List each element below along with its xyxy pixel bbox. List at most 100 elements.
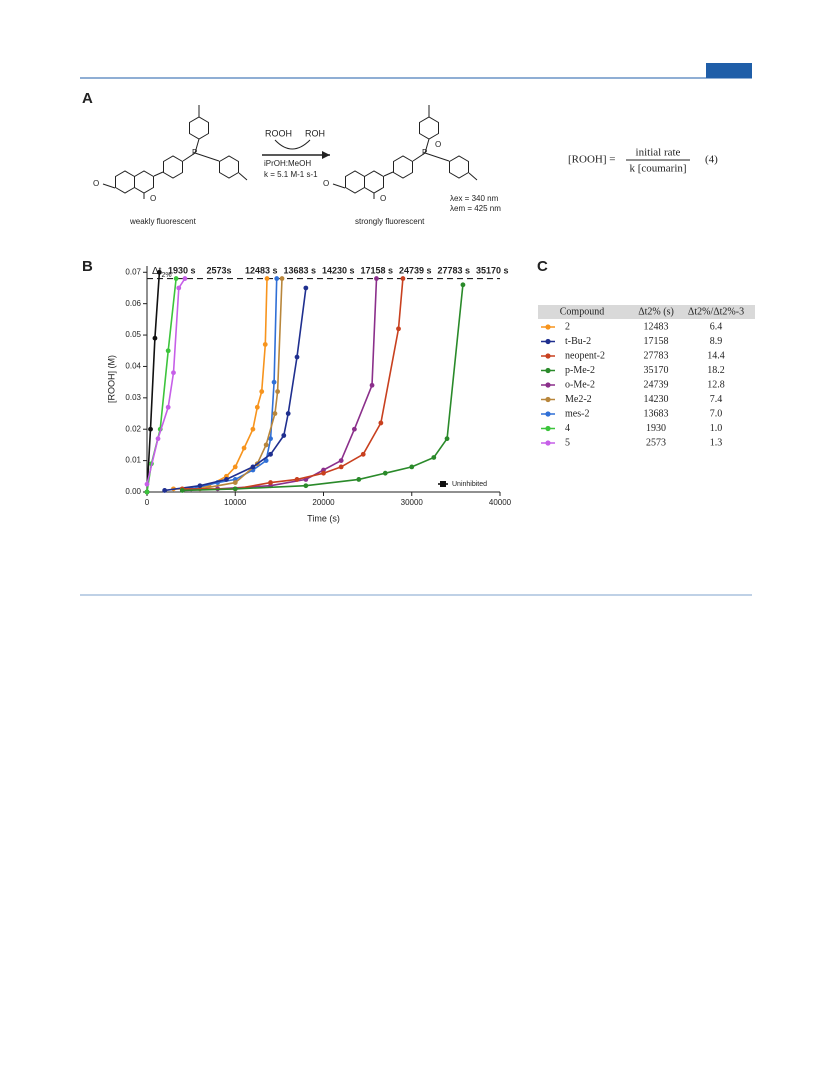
table-cell: 24739 <box>644 379 669 390</box>
row-marker <box>545 425 551 432</box>
header-cell: Compound <box>560 306 604 317</box>
atom: O <box>435 140 441 149</box>
header-cell: Δt2%/Δt2%-3 <box>688 306 744 317</box>
data-point <box>241 445 247 451</box>
row-marker <box>545 353 551 359</box>
row-marker <box>545 367 551 374</box>
data-point <box>182 276 188 281</box>
table-cell: 18.2 <box>707 365 725 376</box>
equation: [ROOH] = initial rate k [coumarin] (4) <box>568 147 718 175</box>
row-marker <box>545 440 551 446</box>
table-cell: t-Bu-2 <box>565 336 591 347</box>
data-point <box>360 451 366 457</box>
data-point <box>279 276 285 281</box>
data-point <box>351 426 357 432</box>
annotation: 1930 s <box>168 265 196 275</box>
data-point <box>263 442 269 448</box>
data-point <box>285 411 291 416</box>
data-point <box>268 480 273 485</box>
data-point <box>162 488 168 493</box>
data-point <box>382 470 388 476</box>
numerator: initial rate <box>636 147 681 159</box>
ring <box>419 116 439 140</box>
data-point <box>254 404 260 410</box>
atom: O <box>380 194 386 203</box>
y-tick-label: 0.03 <box>125 393 141 402</box>
annotation: 27783 s <box>438 265 471 275</box>
data-point <box>232 464 238 470</box>
data-point <box>356 477 362 482</box>
legend-label: Uninhibited <box>452 481 487 488</box>
row-marker <box>545 411 551 417</box>
data-point <box>250 464 256 470</box>
header-cell: Δt2% (s) <box>638 306 674 317</box>
annotation: 12483 s <box>245 265 278 275</box>
data-point <box>262 342 268 347</box>
denominator: k [coumarin] <box>629 163 686 175</box>
solvent: iPrOH:MeOH <box>264 159 311 168</box>
curved-arrow <box>274 139 311 150</box>
data-point <box>303 483 309 489</box>
data-point <box>338 464 344 470</box>
ring <box>345 170 365 194</box>
equation-number: (4) <box>705 154 718 166</box>
y-tick-label: 0.00 <box>125 487 141 496</box>
table-cell: 17158 <box>644 336 669 347</box>
data-point <box>268 436 273 442</box>
y-tick-label: 0.01 <box>125 456 141 465</box>
series-line <box>146 272 161 493</box>
data-point <box>444 436 450 442</box>
table-cell: 13683 <box>644 408 669 419</box>
table-cell: mes-2 <box>565 408 589 419</box>
annotation: 17158 s <box>361 265 394 275</box>
ring <box>364 170 384 194</box>
row-marker <box>545 324 551 330</box>
data-point <box>431 455 437 460</box>
ring <box>219 155 239 179</box>
atom: P <box>192 148 197 157</box>
data-point <box>232 480 238 485</box>
ring <box>115 170 135 194</box>
reagent: ROH <box>305 128 325 138</box>
bond <box>332 105 478 199</box>
table-cell: p-Me-2 <box>565 365 595 376</box>
arrowhead <box>322 151 330 159</box>
data-point <box>268 451 273 457</box>
chart: 0.00 0.01 0.02 0.03 0.04 0.05 0.06 0.07 0 10000 20… <box>106 265 511 523</box>
data-point <box>264 276 270 281</box>
rate: k = 5.1 M-1 s-1 <box>264 170 318 179</box>
data-point <box>179 488 185 493</box>
data-point <box>271 379 277 385</box>
x-tick-label: 10000 <box>224 498 247 507</box>
ring <box>189 116 209 140</box>
x-axis-label: Time (s) <box>307 513 340 523</box>
ring <box>134 170 154 194</box>
reagent: ROOH <box>265 128 292 138</box>
series-line <box>190 278 278 490</box>
annotation: 14230 s <box>322 265 355 275</box>
data-point <box>144 489 150 495</box>
series-line <box>199 278 283 490</box>
x-tick-label: 0 <box>145 498 150 507</box>
x-tick-label: 40000 <box>489 498 512 507</box>
x-tick-label: 30000 <box>401 498 424 507</box>
data-point <box>400 276 406 281</box>
atom: P <box>422 148 427 157</box>
y-axis-label: [ROOH] (M) <box>106 355 116 403</box>
series-line <box>164 287 307 492</box>
data-point <box>144 481 150 487</box>
table-cell: neopent-2 <box>565 350 605 361</box>
table-cell: 12483 <box>644 321 669 332</box>
ring <box>163 155 183 179</box>
table-cell: 5 <box>565 437 570 448</box>
header-tab <box>706 63 752 78</box>
data-point <box>272 411 278 416</box>
table: Compound Δt2% (s) Δt2%/Δt2%-3 2 12483 6.4 t-Bu… <box>538 305 755 448</box>
table-cell: 14.4 <box>707 350 725 361</box>
ring <box>449 155 469 179</box>
row-marker <box>545 382 551 388</box>
annotation: 2573s <box>207 265 232 275</box>
series-line <box>182 284 464 492</box>
data-point <box>165 404 171 410</box>
y-tick-label: 0.02 <box>125 424 141 433</box>
